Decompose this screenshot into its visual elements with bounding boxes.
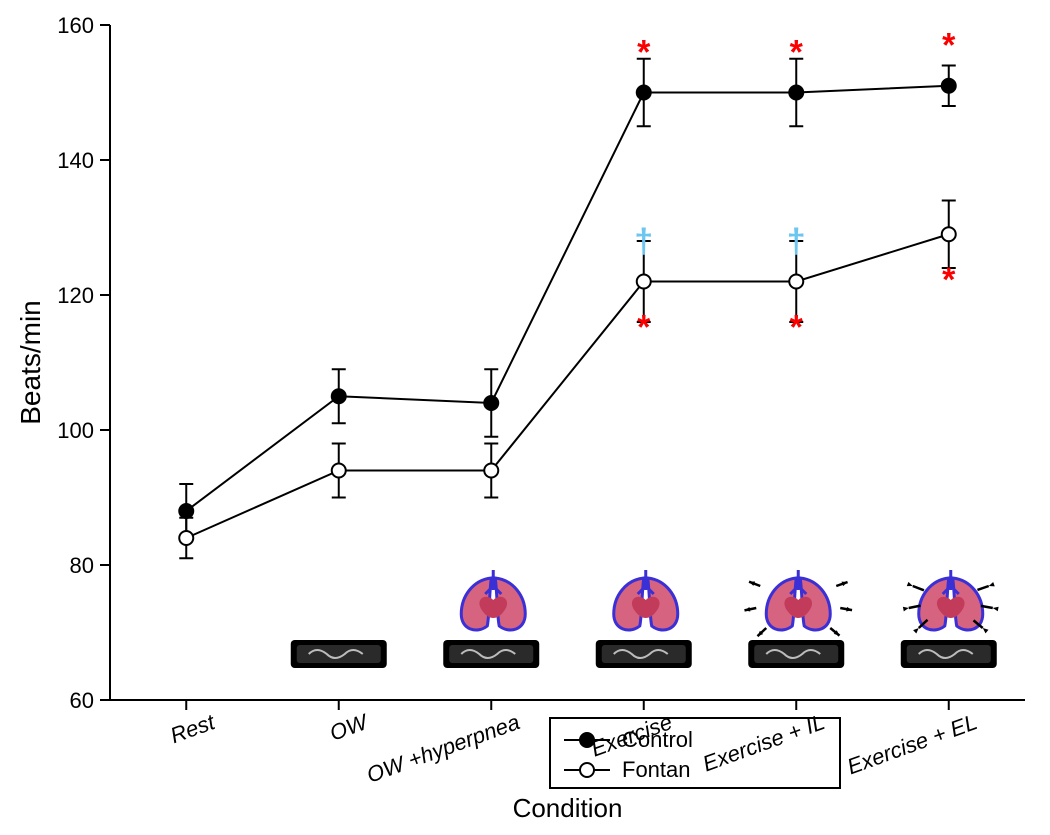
arrowhead-icon [749, 581, 755, 585]
y-tick-label: 60 [70, 688, 94, 713]
arrowhead-icon [989, 582, 995, 586]
lungs-icon [461, 570, 525, 630]
legend-label: Control [622, 727, 693, 752]
lungs-icon [744, 570, 852, 636]
significance-marker: * [790, 33, 804, 71]
condition-icon [291, 640, 387, 668]
significance-marker: * [942, 261, 956, 299]
marker-fontan [332, 464, 346, 478]
x-tick-label: OW [326, 708, 372, 745]
arrowhead-icon [983, 628, 989, 633]
significance-marker: * [942, 27, 956, 65]
marker-control [179, 504, 193, 518]
y-axis-title: Beats/min [15, 300, 46, 425]
series-line-fontan [186, 234, 949, 538]
arrow-icon [913, 586, 924, 590]
marker-control [332, 389, 346, 403]
x-tick-label: Rest [167, 709, 219, 748]
band-icon [748, 640, 844, 668]
arrow-icon [977, 586, 988, 590]
x-tick-label: OW +hyperpnea [363, 709, 523, 787]
arrowhead-icon [907, 582, 913, 586]
y-tick-label: 80 [70, 553, 94, 578]
marker-control [484, 396, 498, 410]
series-line-control [186, 86, 949, 511]
condition-icon [596, 570, 692, 668]
lungs-icon [614, 570, 678, 630]
x-tick-label: Exercise + EL [844, 709, 981, 779]
condition-icon [744, 570, 852, 668]
arrowhead-icon [993, 607, 999, 612]
marker-fontan [637, 275, 651, 289]
x-tick-label: Exercise + IL [699, 709, 828, 776]
marker-fontan [789, 275, 803, 289]
significance-marker: * [637, 308, 651, 346]
arrowhead-icon [903, 607, 909, 612]
marker-control [637, 86, 651, 100]
significance-marker: * [637, 33, 651, 71]
band-icon [596, 640, 692, 668]
condition-icon [901, 570, 999, 668]
lungs-icon [903, 570, 999, 633]
x-axis-title: Condition [513, 793, 623, 823]
legend-label: Fontan [622, 757, 691, 782]
marker-fontan [942, 227, 956, 241]
marker-fontan [484, 464, 498, 478]
legend-marker [580, 763, 594, 777]
y-tick-label: 120 [57, 283, 94, 308]
marker-fontan [179, 531, 193, 545]
arrowhead-icon [913, 628, 919, 633]
condition-icon [443, 570, 539, 668]
y-tick-label: 140 [57, 148, 94, 173]
marker-control [942, 79, 956, 93]
marker-control [789, 86, 803, 100]
y-tick-label: 160 [57, 13, 94, 38]
band-icon [901, 640, 997, 668]
band-icon [443, 640, 539, 668]
significance-marker: † [634, 222, 653, 260]
legend-marker [580, 733, 594, 747]
significance-marker: * [790, 308, 804, 346]
chart-svg: 60 80 100 120 140 160 Beats/min Rest OWOW +hyper… [0, 0, 1050, 835]
heart-rate-chart: 60 80 100 120 140 160 Beats/min Rest OWOW +hyper… [0, 0, 1050, 835]
significance-marker: † [787, 222, 806, 260]
band-icon [291, 640, 387, 668]
arrowhead-icon [842, 582, 848, 586]
y-tick-label: 100 [57, 418, 94, 443]
